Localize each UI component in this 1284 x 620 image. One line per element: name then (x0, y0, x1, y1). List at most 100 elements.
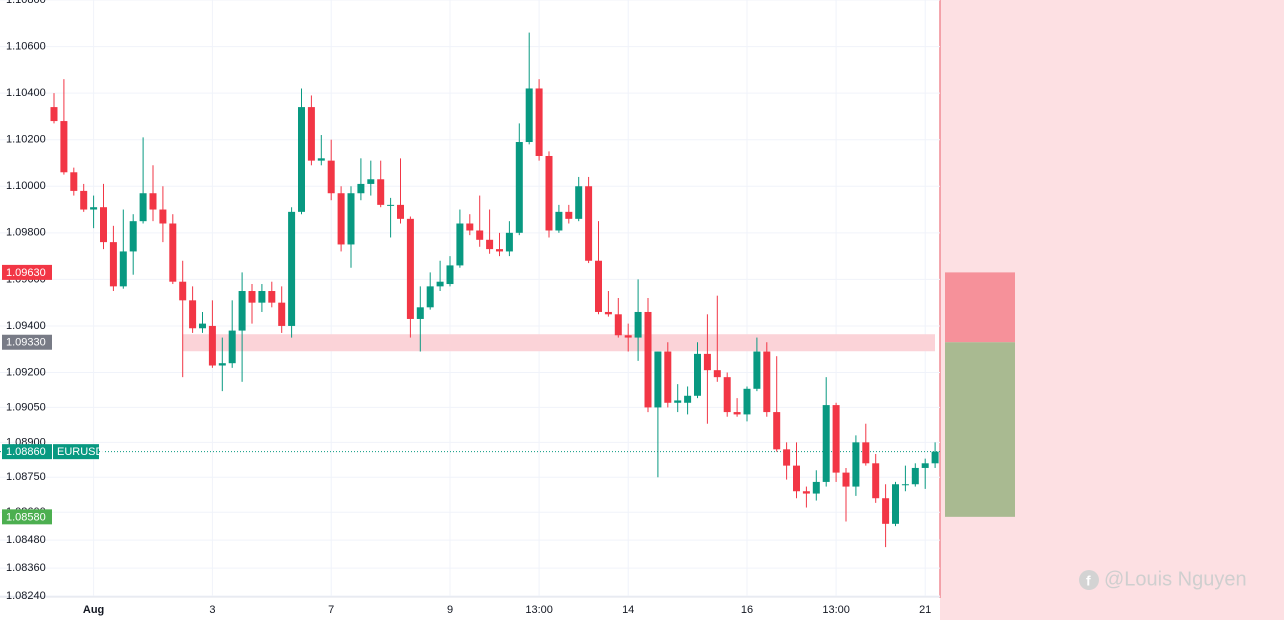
candle-body (109, 242, 117, 287)
candle-body (882, 498, 890, 524)
candle-body (743, 388, 751, 415)
candle-body (664, 351, 672, 403)
facebook-icon-glyph: f (1086, 573, 1091, 589)
candle-body (416, 307, 424, 319)
candle-body (842, 472, 850, 487)
candle-body (614, 314, 622, 336)
candle-body (505, 232, 513, 252)
candle-body (307, 107, 315, 161)
candle-body (802, 491, 810, 494)
candle-body (931, 451, 939, 464)
candle-body (228, 330, 236, 364)
candle-body (585, 186, 593, 261)
y-tick-label: 1.10000 (6, 180, 46, 192)
candle-body (149, 193, 157, 210)
candle-body (812, 481, 820, 494)
plot (50, 32, 939, 548)
candle-body (268, 291, 276, 303)
candle-body (783, 449, 791, 466)
x-tick-label: 9 (447, 604, 453, 616)
y-tick-label: 1.09200 (6, 366, 46, 378)
candle-body (565, 211, 573, 219)
x-tick-label: 7 (328, 604, 334, 616)
candle-body (129, 221, 137, 252)
candle-body (555, 211, 563, 231)
candle-body (624, 335, 632, 338)
support-zone (182, 334, 935, 352)
grid (0, 0, 940, 597)
price-label-box (2, 334, 52, 350)
price-label: 1.09330 (6, 337, 46, 349)
candle-body (288, 211, 296, 326)
y-tick-label: 1.10600 (6, 40, 46, 52)
candle-body (367, 179, 375, 184)
candle-body (139, 193, 147, 222)
candle-body (248, 291, 256, 303)
candle-body (763, 351, 771, 413)
candle-body (327, 160, 335, 194)
x-tick-label: Aug (83, 604, 104, 616)
y-tick-label: 1.08480 (6, 534, 46, 546)
candle-body (258, 291, 266, 303)
candle-body (793, 465, 800, 492)
candle-body (406, 218, 414, 319)
candle-body (674, 400, 682, 403)
candle-body (70, 172, 78, 191)
candle-body (238, 291, 246, 331)
candle-body (892, 484, 899, 524)
x-tick-label: 3 (209, 604, 215, 616)
candle-body (90, 207, 98, 210)
x-tick-label: 16 (741, 604, 753, 616)
candle-body (199, 323, 206, 329)
candle-body (733, 412, 741, 415)
price-label-box (2, 444, 52, 460)
zones (0, 272, 1015, 517)
candle-body (872, 463, 880, 499)
candle-body (684, 395, 692, 403)
candle-body (703, 353, 711, 371)
y-tick-label: 1.10400 (6, 87, 46, 99)
candle-body (80, 190, 88, 210)
y-tick-label: 1.10200 (6, 134, 46, 146)
candle-body (822, 405, 830, 482)
candle-body (466, 223, 474, 231)
candle-body (525, 88, 533, 143)
facebook-icon (1079, 570, 1099, 590)
candle-body (119, 251, 127, 287)
candle-body (694, 353, 701, 396)
candle-body (456, 223, 464, 266)
candle-body (654, 351, 662, 408)
take-profit-box (945, 342, 1015, 517)
price-label: 1.09630 (6, 267, 46, 279)
candle-body (496, 249, 503, 252)
y-tick-label: 1.08750 (6, 471, 46, 483)
candle-body (545, 155, 553, 231)
price-label: 1.08860 (6, 446, 46, 458)
candle-body (486, 239, 494, 250)
candle-body (159, 209, 167, 224)
price-labels: 1.09630 1.09330 1.08860 EURUSD 1.08580 (2, 264, 104, 525)
candle-body (357, 183, 365, 194)
candle-body (436, 281, 444, 287)
candle-body (852, 442, 860, 487)
candle-body (426, 286, 434, 308)
candle-body (634, 311, 642, 338)
candle-body (179, 281, 187, 301)
candle-body (773, 412, 781, 450)
price-label: 1.08580 (6, 511, 46, 523)
x-tick-label: 21 (919, 604, 931, 616)
candle-body (921, 463, 929, 468)
candle-body (753, 351, 761, 389)
candle-body (862, 442, 870, 464)
stop-loss-box (945, 272, 1015, 343)
candle-body (60, 121, 68, 173)
candle-body (397, 204, 404, 219)
candle-body (317, 158, 325, 161)
candle-body (347, 193, 355, 245)
candle-body (644, 311, 652, 408)
price-label-box (2, 509, 52, 525)
candle-body (169, 223, 177, 282)
price-label-box (2, 264, 52, 280)
y-tick-label: 1.09800 (6, 227, 46, 239)
